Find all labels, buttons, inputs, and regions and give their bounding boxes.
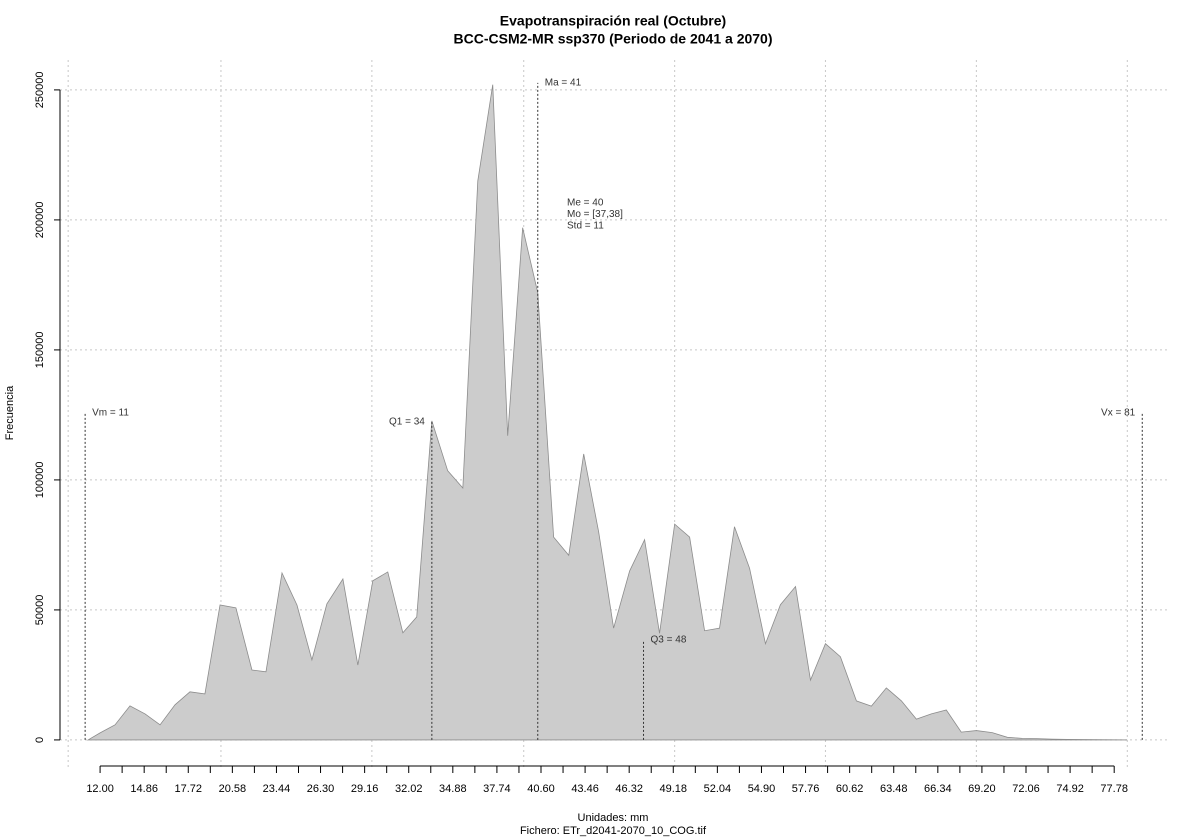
- annotation-label: Vx = 81: [1101, 407, 1136, 418]
- x-tick-label: 60.62: [836, 783, 864, 795]
- x-tick-label: 40.60: [527, 783, 555, 795]
- y-tick-label: 150000: [34, 332, 46, 369]
- y-axis-label: Frecuencia: [4, 385, 16, 440]
- y-tick-label: 100000: [34, 462, 46, 499]
- x-tick-label: 46.32: [615, 783, 643, 795]
- x-tick-label: 17.72: [175, 783, 203, 795]
- x-tick-label: 34.88: [439, 783, 467, 795]
- y-tick-label: 0: [34, 737, 46, 743]
- y-tick-label: 50000: [34, 595, 46, 626]
- x-tick-label: 43.46: [571, 783, 599, 795]
- x-tick-label: 72.06: [1012, 783, 1040, 795]
- chart-title: Evapotranspiración real (Octubre): [500, 13, 726, 29]
- x-tick-label: 49.18: [660, 783, 688, 795]
- x-tick-label: 63.48: [880, 783, 908, 795]
- x-tick-label: 12.00: [86, 783, 114, 795]
- x-axis-label: Unidades: mm: [578, 812, 649, 824]
- x-tick-label: 77.78: [1100, 783, 1128, 795]
- caption: Fichero: ETr_d2041-2070_10_COG.tif: [520, 825, 707, 837]
- x-tick-label: 57.76: [792, 783, 820, 795]
- y-tick-label: 250000: [34, 72, 46, 109]
- x-tick-label: 74.92: [1056, 783, 1084, 795]
- stats-label: Mo = [37,38]: [567, 209, 623, 220]
- x-tick-label: 32.02: [395, 783, 423, 795]
- annotation-label: Q1 = 34: [389, 417, 425, 428]
- annotation-label: Ma = 41: [545, 78, 582, 89]
- area: [86, 84, 1128, 741]
- x-tick-label: 26.30: [307, 783, 335, 795]
- y-tick-label: 200000: [34, 202, 46, 239]
- x-tick-label: 23.44: [263, 783, 291, 795]
- chart-subtitle: BCC-CSM2-MR ssp370 (Periodo de 2041 a 20…: [454, 31, 773, 47]
- x-tick-label: 20.58: [219, 783, 247, 795]
- x-tick-label: 69.20: [968, 783, 996, 795]
- x-tick-label: 14.86: [130, 783, 158, 795]
- annotation-label: Q3 = 48: [651, 634, 687, 645]
- stats-label: Std = 11: [567, 221, 604, 232]
- x-tick-label: 29.16: [351, 783, 379, 795]
- x-tick-label: 52.04: [704, 783, 732, 795]
- x-tick-label: 54.90: [748, 783, 776, 795]
- x-tick-label: 66.34: [924, 783, 952, 795]
- stats-label: Me = 40: [567, 198, 604, 209]
- annotation-label: Vm = 11: [92, 407, 129, 418]
- x-tick-label: 37.74: [483, 783, 511, 795]
